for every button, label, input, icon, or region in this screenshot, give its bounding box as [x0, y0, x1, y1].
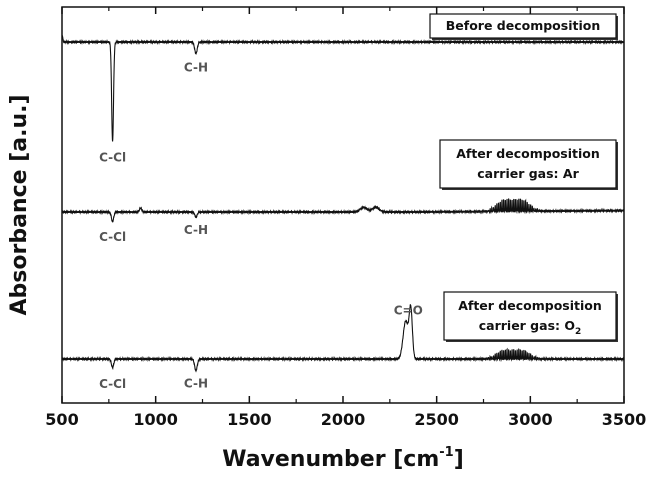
legend-box: [439, 139, 617, 189]
spectrum-line-2: [61, 198, 625, 223]
x-tick-label: 500: [45, 410, 78, 429]
x-tick-label: 1000: [133, 410, 178, 429]
y-axis-title: Absorbance [a.u.]: [7, 94, 32, 315]
legend-entry-line2: carrier gas: O2: [479, 318, 582, 337]
peak-labels: C-Cl C-H C-Cl C-H C-Cl C-H C=O: [99, 61, 423, 391]
x-tick-label: 2500: [414, 410, 459, 429]
x-tick-labels: 500 1000 1500 2000 2500 3000 3500: [45, 410, 646, 429]
x-tick-label: 2000: [321, 410, 366, 429]
legend-entry-line2-main: carrier gas: O: [479, 318, 575, 333]
peak-label: C-Cl: [99, 230, 126, 244]
legend-entry-line2-main: carrier gas: Ar: [477, 166, 579, 181]
legend-entry-line1: After decomposition: [456, 146, 600, 161]
legend-entry: Before decomposition: [446, 18, 600, 33]
plot-frame: [61, 6, 625, 404]
x-tick-label: 1500: [227, 410, 272, 429]
x-axis-title-end: ]: [454, 447, 464, 472]
x-tick-label: 3500: [602, 410, 647, 429]
x-axis-title-superscript: -1: [439, 445, 453, 460]
spectra: [61, 35, 625, 373]
peak-label: C-H: [184, 61, 208, 75]
legend-box: [443, 291, 617, 341]
peak-label: C-Cl: [99, 377, 126, 391]
x-axis-title-main: Wavenumber [cm: [222, 447, 439, 472]
spectrum-line-1: [61, 35, 625, 142]
spectrum-line-3: [61, 304, 625, 373]
legend-entry-line1: After decomposition: [458, 298, 602, 313]
legend-entry-line2: carrier gas: Ar: [477, 166, 579, 181]
x-ticks: [61, 7, 625, 403]
peak-label: C-H: [184, 377, 208, 391]
peak-label: C-H: [184, 223, 208, 237]
series-legends: Before decomposition After decomposition c…: [429, 13, 618, 342]
peak-label: C-Cl: [99, 150, 126, 164]
peak-label: C=O: [394, 303, 423, 317]
x-tick-label: 3000: [508, 410, 553, 429]
legend-entry-subscript: 2: [575, 327, 581, 337]
x-axis-title: Wavenumber [cm-1]: [222, 445, 464, 472]
legend-box: [429, 13, 617, 39]
